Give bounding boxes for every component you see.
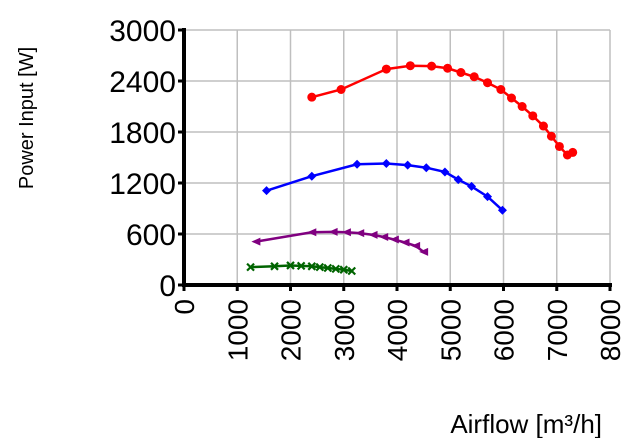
data-point (307, 92, 317, 102)
data-point (262, 186, 272, 196)
data-point (517, 102, 527, 111)
data-point (497, 205, 507, 215)
x-tick-label: 2000 (276, 299, 307, 361)
x-tick-label: 5000 (435, 299, 466, 361)
data-series (246, 61, 578, 276)
data-point (328, 227, 338, 236)
series-0 (307, 61, 578, 160)
series-1 (262, 158, 507, 215)
data-point (453, 175, 463, 185)
x-tick-label: 4000 (382, 299, 413, 361)
y-tick-label: 2400 (109, 66, 176, 99)
y-tick-label: 600 (126, 219, 176, 252)
y-axis-label: Power Input [W] (16, 47, 38, 189)
y-tick-label: 1200 (109, 168, 176, 201)
data-point (336, 85, 346, 94)
x-tick-label: 3000 (329, 299, 360, 361)
axes (178, 28, 612, 291)
data-point (307, 228, 317, 237)
data-point (400, 238, 410, 247)
data-point (506, 93, 516, 103)
data-point (554, 141, 564, 151)
data-point (347, 266, 357, 276)
y-tick-label: 1800 (109, 117, 176, 150)
data-point (389, 235, 399, 244)
data-point (379, 232, 389, 241)
data-point (411, 241, 421, 250)
data-point (483, 78, 493, 88)
data-point (469, 72, 479, 82)
series-line (250, 264, 352, 273)
y-tick-label: 0 (159, 270, 176, 303)
data-point (528, 111, 538, 121)
x-tick-label: 6000 (489, 299, 520, 361)
x-tick-label: 0 (169, 299, 200, 315)
series-2 (251, 227, 429, 256)
data-point (368, 230, 378, 239)
x-tick-label: 1000 (222, 299, 253, 361)
data-point (427, 61, 437, 71)
data-point (307, 171, 317, 181)
data-point (421, 163, 431, 173)
data-point (339, 265, 349, 274)
x-tick-labels: 0 1000 2000 3000 4000 5000 6000 7000 8000 (169, 299, 623, 361)
data-point (307, 262, 317, 271)
series-line (311, 64, 574, 157)
data-point (315, 262, 325, 272)
data-point (286, 261, 295, 270)
data-point (568, 147, 578, 157)
data-point (419, 247, 429, 256)
x-axis-label: Airflow [m³/h] (450, 409, 602, 438)
x-tick-label: 8000 (595, 299, 623, 361)
x-tick-label: 7000 (542, 299, 573, 361)
data-point (440, 167, 450, 177)
data-point (251, 237, 261, 246)
y-tick-label: 3000 (109, 15, 176, 48)
gridlines (184, 29, 611, 285)
data-point (296, 261, 306, 271)
series-3 (246, 261, 357, 276)
data-point (381, 158, 391, 168)
data-point (331, 264, 341, 274)
data-point (405, 61, 415, 71)
data-point (538, 121, 548, 131)
data-point (467, 181, 477, 191)
data-point (352, 159, 362, 169)
data-point (483, 192, 493, 202)
data-point (403, 160, 413, 170)
data-point (246, 262, 255, 272)
y-tick-labels: 0 600 1200 1800 2400 3000 (109, 15, 176, 303)
data-point (323, 263, 333, 273)
data-point (443, 63, 453, 73)
data-point (546, 131, 556, 141)
data-point (496, 85, 506, 94)
data-point (381, 64, 391, 74)
data-point (355, 229, 365, 238)
series-line (266, 162, 504, 212)
data-point (456, 68, 466, 77)
data-point (341, 228, 351, 237)
data-point (270, 262, 279, 271)
